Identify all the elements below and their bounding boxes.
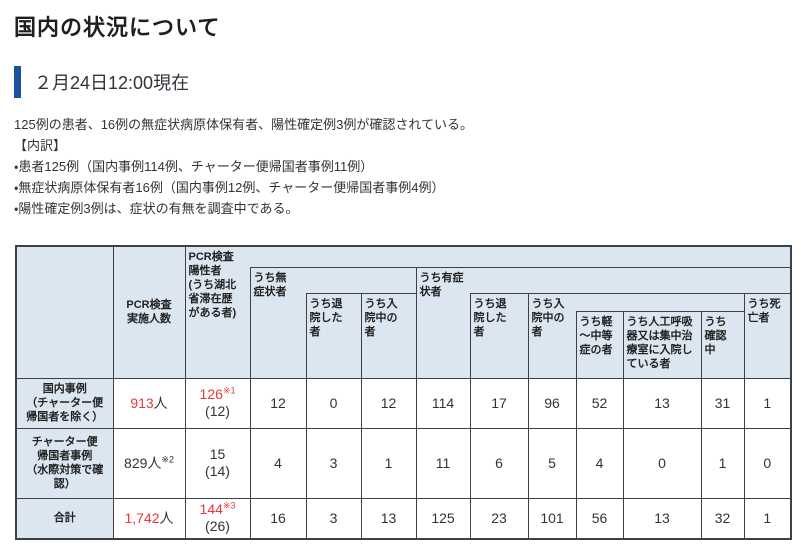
cell-domestic-asym-discharged: 0 (305, 377, 362, 429)
table-row-total: 合計 1,742人 144※3 (26) 16 3 13 125 23 101 5… (15, 497, 792, 540)
breakdown-item-pending: ・陽性確定例3例は、症状の有無を調査中である。 (14, 201, 299, 216)
row-label-charter: チャーター便 帰国者事例 （水際対策で確 認） (15, 427, 114, 499)
date-heading: ２月24日12:00現在 (14, 66, 801, 98)
col-header-asymptomatic: うち無 症状者 (249, 266, 306, 379)
corner-cell (15, 245, 114, 379)
cell-total-pcr-tested: 1,742人 (112, 497, 186, 540)
col-header-symptomatic: うち有症状者 (415, 266, 470, 379)
table-row-domestic: 国内事例 （チャーター便 帰国者を除く） 913人 126※1 (12) 12 0… (15, 377, 792, 429)
cell-charter-confirming: 1 (700, 427, 745, 499)
cell-charter-asym-hospitalized: 1 (360, 427, 417, 499)
cell-domestic-symptomatic: 114 (415, 377, 471, 429)
cell-charter-dead: 0 (743, 427, 792, 499)
cell-total-ventilator-icu: 13 (622, 497, 702, 540)
cell-domestic-dead: 1 (743, 377, 792, 429)
cell-total-sym-discharged: 23 (469, 497, 529, 540)
cell-domestic-sym-discharged: 17 (469, 377, 529, 429)
cell-domestic-asym-hospitalized: 12 (360, 377, 417, 429)
cell-charter-asym-discharged: 3 (305, 427, 362, 499)
cell-charter-asymptomatic: 4 (249, 427, 307, 499)
cell-total-symptomatic: 125 (415, 497, 471, 540)
col-header-confirming: うち 確認 中 (700, 310, 745, 379)
cell-domestic-confirming: 31 (700, 377, 745, 429)
cell-domestic-ventilator-icu: 13 (622, 377, 702, 429)
col-header-sym-discharged: うち退 院した 者 (469, 292, 529, 379)
cell-total-dead: 1 (743, 497, 792, 540)
col-header-pcr-positive: PCR検査 陽性者 (うち湖北 省滞在歴 がある者) (184, 245, 250, 379)
summary-block: 125例の患者、16例の無症状病原体保有者、陽性確定例3例が確認されている。 【… (14, 114, 801, 219)
col-header-ventilator-icu: うち人工呼吸 器又は集中治 療室に入院し ている者 (622, 310, 702, 379)
date-heading-text: ２月24日12:00現在 (34, 73, 190, 93)
cell-domestic-asymptomatic: 12 (249, 377, 307, 429)
cell-total-mild-moderate: 56 (575, 497, 624, 540)
row-label-domestic: 国内事例 （チャーター便 帰国者を除く） (15, 377, 114, 429)
cell-charter-sym-discharged: 6 (469, 427, 529, 499)
hospitalized-span-filler (576, 292, 745, 312)
cell-charter-pcr-tested: 829人※2 (112, 427, 186, 499)
cell-charter-mild-moderate: 4 (575, 427, 624, 499)
cell-total-asym-discharged: 3 (305, 497, 362, 540)
symptomatic-span-filler (470, 266, 792, 294)
breakdown-item-asymptomatic: ・無症状病原体保有者16例（国内事例12例、チャーター便帰国者事例4例） (14, 180, 445, 195)
col-header-mild-moderate: うち軽 ～中等 症の者 (575, 310, 624, 379)
col-header-asym-discharged: うち退 院した 者 (305, 292, 362, 379)
cell-domestic-pcr-positive: 126※1 (12) (184, 377, 251, 429)
cell-charter-pcr-positive: 15 (14) (184, 427, 251, 499)
cell-domestic-sym-hospitalized: 96 (527, 377, 577, 429)
cell-domestic-mild-moderate: 52 (575, 377, 624, 429)
cell-charter-symptomatic: 11 (415, 427, 471, 499)
cell-domestic-pcr-tested: 913人 (112, 377, 186, 429)
cell-total-sym-hospitalized: 101 (527, 497, 577, 540)
cell-charter-sym-hospitalized: 5 (527, 427, 577, 499)
table-row-charter: チャーター便 帰国者事例 （水際対策で確 認） 829人※2 15 (14) 4 … (15, 427, 792, 499)
cell-total-confirming: 32 (700, 497, 745, 540)
col-header-asym-hospitalized: うち入 院中の 者 (360, 292, 417, 379)
summary-line: 125例の患者、16例の無症状病原体保有者、陽性確定例3例が確認されている。 (14, 117, 473, 132)
col-header-sym-hospitalized: うち入 院中の 者 (527, 292, 576, 379)
asymptomatic-span-filler (306, 266, 417, 294)
page-title: 国内の状況について (14, 15, 221, 40)
cell-total-pcr-positive: 144※3 (26) (184, 497, 251, 540)
cell-total-asymptomatic: 16 (249, 497, 307, 540)
breakdown-item-patients: ・患者125例（国内事例114例、チャーター便帰国者事例11例） (14, 159, 374, 174)
col-header-pcr-tested: PCR検査 実施人数 (112, 245, 186, 379)
cell-total-asym-hospitalized: 13 (360, 497, 417, 540)
pcr-positive-span-filler (250, 245, 792, 268)
row-label-total: 合計 (15, 497, 114, 540)
page: 国内の状況について ２月24日12:00現在 125例の患者、16例の無症状病原… (0, 10, 801, 552)
col-header-dead: うち死 亡者 (743, 292, 792, 379)
heading-accent-bar (14, 66, 21, 98)
cell-charter-ventilator-icu: 0 (622, 427, 702, 499)
breakdown-label: 【内訳】 (14, 138, 67, 153)
status-table: PCR検査 実施人数 PCR検査 陽性者 (うち湖北 省滞在歴 がある者) うち… (15, 245, 793, 540)
